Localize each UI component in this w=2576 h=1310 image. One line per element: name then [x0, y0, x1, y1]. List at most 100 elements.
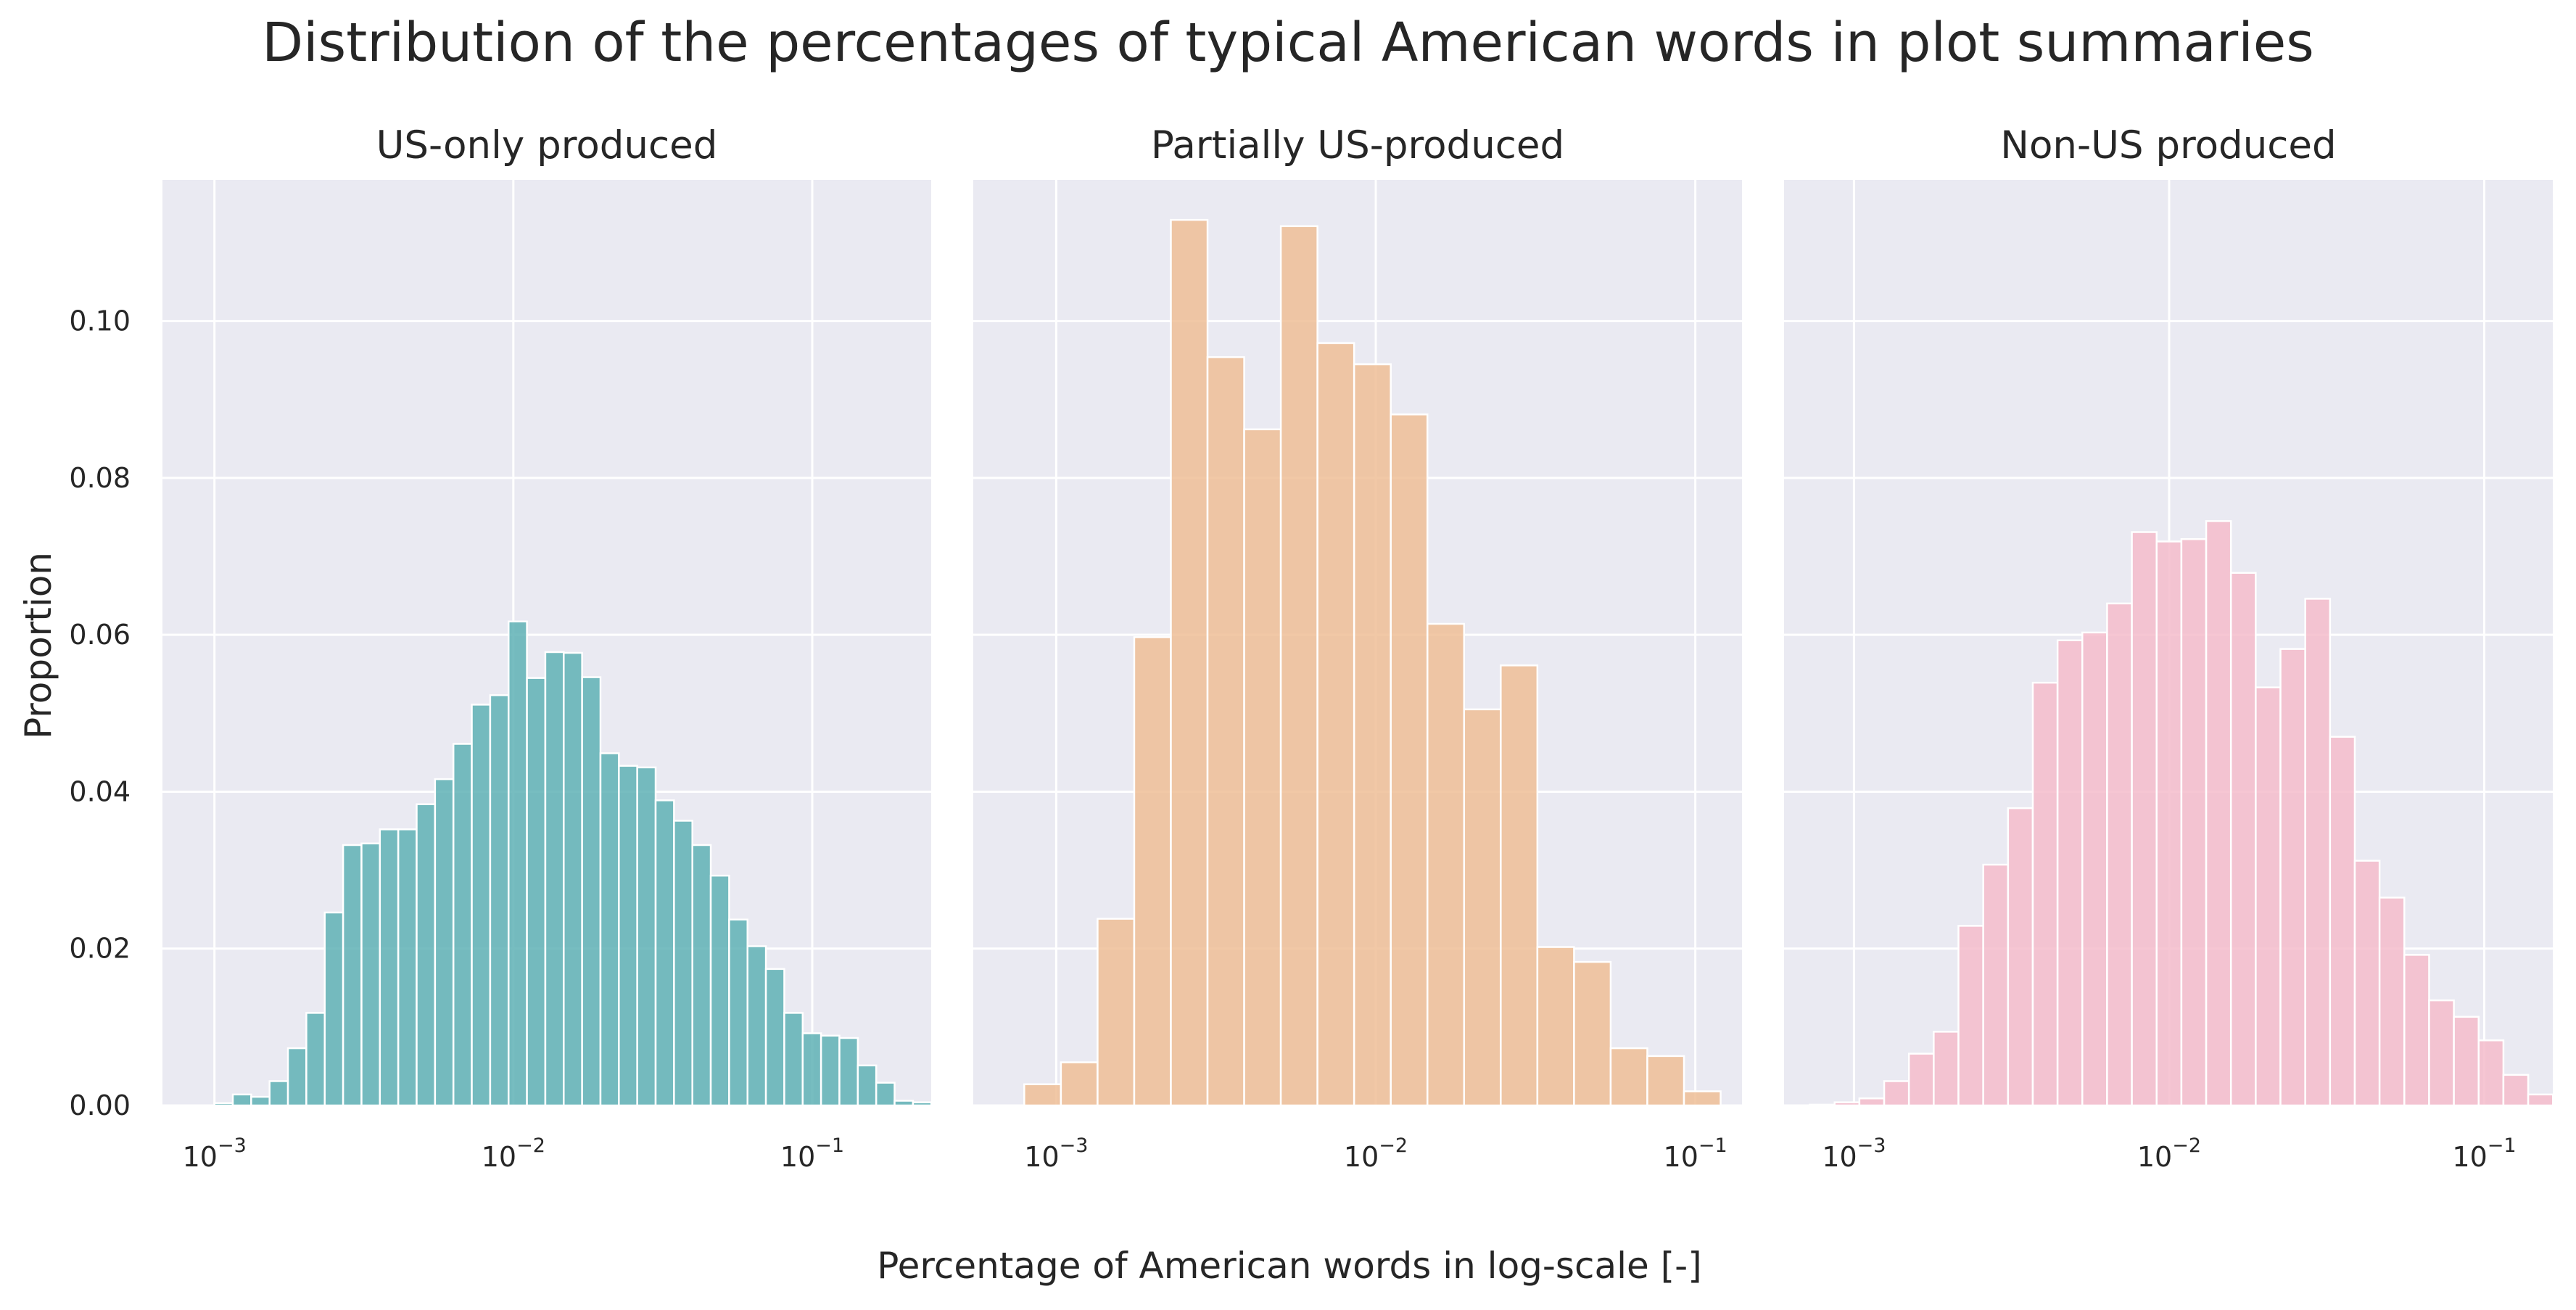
figure-title: Distribution of the percentages of typic… [262, 12, 2314, 74]
histogram-bar [1858, 1097, 1886, 1107]
histogram-bar [1500, 664, 1539, 1107]
histogram-bar [1390, 413, 1429, 1107]
histogram-bar [746, 945, 767, 1107]
histogram-bar [2477, 1039, 2505, 1107]
x-tick-label: 10−1 [2452, 1134, 2516, 1173]
panel-us-only: US-only produced 0.00 0.02 0.04 0.06 0.08 0.10… [69, 123, 970, 1173]
y-tick-label: 0.02 [69, 933, 131, 965]
histogram-bar [305, 1012, 326, 1107]
histogram-bar [1133, 636, 1172, 1107]
histogram-bar [893, 1100, 915, 1107]
histogram-bar [1427, 622, 1466, 1107]
histogram-bar [434, 778, 455, 1107]
histogram-bar [286, 1047, 307, 1107]
histogram-bar [1957, 925, 1984, 1107]
histogram-bar [801, 1032, 822, 1107]
histogram-bar [507, 620, 528, 1107]
histogram-bar [2502, 1074, 2530, 1107]
histogram-bar [2329, 736, 2356, 1107]
histogram-bar [1883, 1080, 1910, 1107]
x-tick-label: 10−2 [2137, 1134, 2201, 1173]
histogram-bar [2007, 807, 2034, 1107]
histogram-bar [691, 844, 712, 1107]
histogram-bar [1646, 1055, 1685, 1107]
histogram-bar [2180, 538, 2208, 1107]
histogram-bar [2056, 639, 2084, 1107]
histogram-bar [360, 842, 381, 1107]
histogram-bar [379, 828, 400, 1107]
histogram-bar [673, 820, 693, 1107]
histogram-bar [1206, 356, 1245, 1107]
histogram-bar [2229, 572, 2257, 1107]
histogram-bar [654, 799, 675, 1107]
histogram-bar [452, 743, 473, 1107]
x-tick-label: 10−3 [1024, 1134, 1088, 1173]
histogram-bar [416, 803, 437, 1107]
histogram-bar [1316, 342, 1355, 1107]
histogram-bar [489, 694, 510, 1107]
histogram-bar [1933, 1031, 1960, 1107]
histogram-bar [397, 828, 418, 1107]
histogram-bar [2428, 999, 2455, 1107]
histogram-bar [250, 1095, 271, 1107]
histogram-bar [1463, 708, 1502, 1107]
histogram-bar [1573, 960, 1612, 1107]
histogram-bar [2453, 1016, 2480, 1107]
histogram-bar [728, 918, 749, 1107]
histogram-bar [1982, 863, 2010, 1107]
x-tick-label: 10−1 [1664, 1134, 1727, 1173]
panel-non-us: Non-US produced 10−3 10−2 10−1 [1784, 123, 2554, 1173]
histogram-bar [1097, 918, 1136, 1107]
y-tick-label: 0.10 [69, 305, 131, 337]
histogram-bar [856, 1064, 878, 1107]
histogram-bar [563, 651, 583, 1107]
histogram-bar [2031, 681, 2059, 1107]
y-tick-label: 0.00 [69, 1089, 131, 1121]
histogram-bar [1279, 225, 1318, 1107]
histogram-bar [471, 704, 492, 1107]
x-tick-label: 10−3 [1822, 1134, 1886, 1173]
histogram-bar [2353, 860, 2381, 1107]
histogram-bar [1353, 363, 1392, 1107]
panel-partially-us: Partially US-produced 10−3 10−2 10−1 [973, 123, 1742, 1173]
histogram-bar [2155, 540, 2183, 1107]
histogram-bar [2205, 520, 2232, 1107]
histogram-bar [323, 911, 344, 1107]
histogram-bar [581, 676, 602, 1107]
histogram-bar [599, 752, 620, 1107]
histogram-bar [2304, 598, 2332, 1107]
histogram-bar [2279, 648, 2306, 1107]
x-tick-label: 10−3 [183, 1134, 247, 1173]
histogram-bar [526, 677, 547, 1107]
histogram-bar [783, 1012, 804, 1107]
x-axis-label: Percentage of American words in log-scal… [877, 1245, 1701, 1287]
x-tick-label: 10−2 [482, 1134, 545, 1173]
histogram-bar [2131, 531, 2158, 1107]
histogram-bar [820, 1034, 841, 1107]
histogram-bar [1609, 1047, 1648, 1107]
y-tick-label: 0.08 [69, 462, 131, 494]
histogram-bar [1907, 1052, 1935, 1107]
histogram-bar [912, 1101, 933, 1107]
histogram-bar [636, 766, 657, 1107]
histogram-bar [268, 1080, 289, 1107]
histogram-bar [838, 1037, 859, 1107]
histogram-bar [709, 874, 730, 1107]
x-tick-label: 10−1 [780, 1134, 844, 1173]
panel-title: Non-US produced [2000, 123, 2336, 168]
histogram-bar [2403, 954, 2430, 1107]
histogram-bar [2527, 1093, 2554, 1107]
histogram-bar [1536, 946, 1575, 1107]
histogram-bar [1243, 428, 1282, 1107]
panel-title: US-only produced [376, 123, 718, 168]
histogram-bar [764, 968, 785, 1107]
histogram-bar [231, 1093, 252, 1107]
histogram-bar [544, 651, 565, 1107]
histogram-bar [2378, 897, 2406, 1107]
y-tick-label: 0.04 [69, 775, 131, 807]
y-tick-label: 0.06 [69, 619, 131, 651]
y-axis-label: Proportion [17, 552, 59, 739]
histogram-bar [342, 844, 363, 1107]
histogram-bar [1170, 218, 1209, 1107]
